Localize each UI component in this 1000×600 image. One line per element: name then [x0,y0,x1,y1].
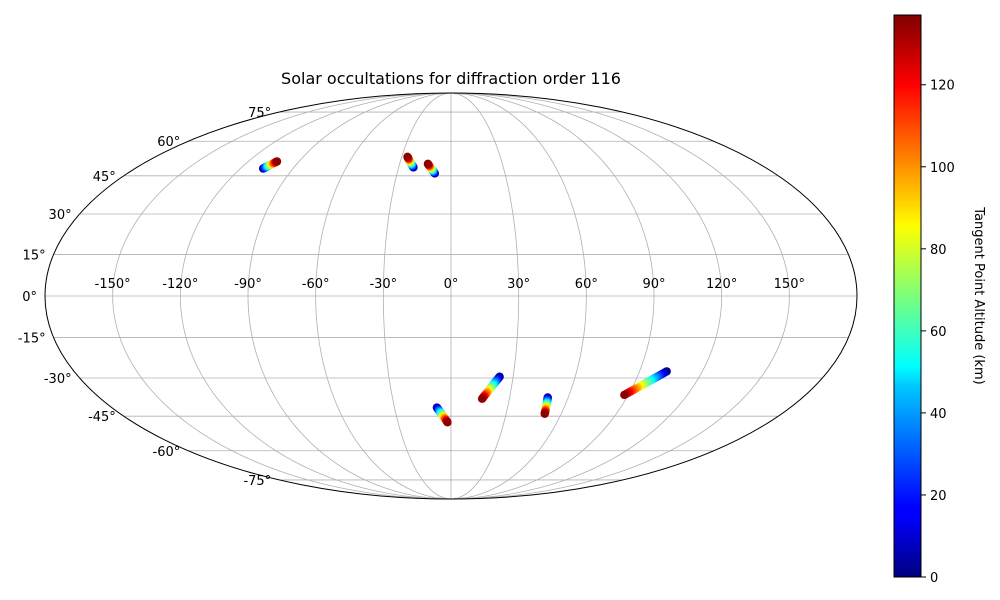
colorbar-tick-label: 0 [930,571,938,586]
x-tick-label: -60° [302,277,330,292]
x-tick-label: -120° [162,277,198,292]
y-tick-label: -60° [153,445,181,460]
occultation-tracks [258,152,671,427]
gridlines [45,93,857,499]
colorbar-tick-label: 80 [930,243,947,258]
track-point [540,409,549,418]
x-tick-label: 120° [706,277,737,292]
colorbar-tick-label: 120 [930,79,955,94]
track-point [620,390,629,400]
y-tick-label: 60° [157,135,180,150]
track-point [477,394,487,403]
y-tick-label: 15° [23,248,46,263]
occultation-track [423,159,440,178]
track-point [443,418,452,427]
y-tick-label: 45° [93,170,116,185]
map-outline [44,92,858,500]
occultation-track [540,393,552,418]
track-point [423,159,433,169]
chart-title: Solar occultations for diffraction order… [281,69,621,88]
occultation-track [477,372,504,403]
track-point [272,157,282,166]
y-tick-label: 30° [49,208,72,223]
x-tick-label: 0° [444,277,459,292]
y-tick-label: -45° [88,410,116,425]
y-tick-label: -75° [243,474,271,489]
y-tick-label: -15° [18,332,46,347]
occultation-track [258,157,282,173]
latitude-tick-labels: -75° -60° -45° -30° -15° 0° 15° 30° 45° 60° 75° [18,106,271,489]
colorbar: 0 20 40 60 80 100 120 Tangent Point Altitude (… [893,14,986,586]
x-tick-label: -90° [234,277,262,292]
x-tick-label: -30° [369,277,397,292]
y-tick-label: 75° [248,106,271,121]
occultation-track [432,403,452,427]
y-tick-label: -30° [44,372,72,387]
colorbar-ticks: 0 20 40 60 80 100 120 [921,79,955,586]
x-tick-label: 30° [507,277,530,292]
occultation-track [403,152,418,172]
x-tick-label: -150° [95,277,131,292]
colorbar-tick-label: 100 [930,161,955,176]
colorbar-tick-label: 40 [930,407,947,422]
occultation-track [620,367,671,400]
colorbar-gradient [893,14,922,578]
colorbar-tick-label: 20 [930,489,947,504]
x-tick-label: 90° [642,277,665,292]
longitude-tick-labels: -150° -120° -90° -60° -30° 0° 30° 60° 90° 120° 150… [95,277,805,292]
x-tick-label: 150° [774,277,805,292]
track-point [403,152,412,162]
colorbar-label: Tangent Point Altitude (km) [971,206,986,384]
colorbar-tick-label: 60 [930,325,947,340]
y-tick-label: 0° [22,290,37,305]
x-tick-label: 60° [575,277,598,292]
